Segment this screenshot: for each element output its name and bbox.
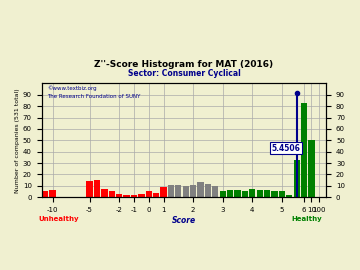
Text: Healthy: Healthy [291, 217, 322, 222]
Bar [168, 185, 174, 197]
Bar [220, 191, 226, 197]
Text: Unhealthy: Unhealthy [38, 217, 79, 222]
Bar [86, 181, 93, 197]
Bar [293, 160, 300, 197]
Bar [286, 195, 292, 197]
Bar [123, 195, 130, 197]
Bar [205, 184, 211, 197]
Bar [227, 190, 233, 197]
Bar [49, 190, 56, 197]
Bar [257, 190, 263, 197]
Bar [309, 140, 315, 197]
Y-axis label: Number of companies (531 total): Number of companies (531 total) [15, 88, 20, 193]
Text: 5.4506: 5.4506 [271, 144, 300, 153]
Bar [271, 191, 278, 197]
Bar [94, 180, 100, 197]
Bar [175, 185, 181, 197]
Bar [212, 186, 219, 197]
Bar [109, 191, 115, 197]
Text: Sector: Consumer Cyclical: Sector: Consumer Cyclical [127, 69, 240, 78]
Bar [279, 191, 285, 197]
Bar [301, 103, 307, 197]
Text: Z''-Score Histogram for MAT (2016): Z''-Score Histogram for MAT (2016) [94, 60, 274, 69]
Bar [190, 185, 196, 197]
Bar [242, 191, 248, 197]
Bar [101, 189, 108, 197]
Text: The Research Foundation of SUNY: The Research Foundation of SUNY [47, 94, 140, 99]
Bar [145, 191, 152, 197]
Bar [197, 182, 204, 197]
Bar [42, 191, 48, 197]
Bar [153, 193, 159, 197]
Bar [183, 186, 189, 197]
Bar [116, 194, 122, 197]
Text: Score: Score [172, 217, 196, 225]
Bar [138, 194, 144, 197]
Bar [249, 189, 256, 197]
Bar [234, 190, 240, 197]
Bar [131, 195, 137, 197]
Bar [161, 187, 167, 197]
Text: ©www.textbiz.org: ©www.textbiz.org [47, 86, 97, 91]
Bar [264, 190, 270, 197]
